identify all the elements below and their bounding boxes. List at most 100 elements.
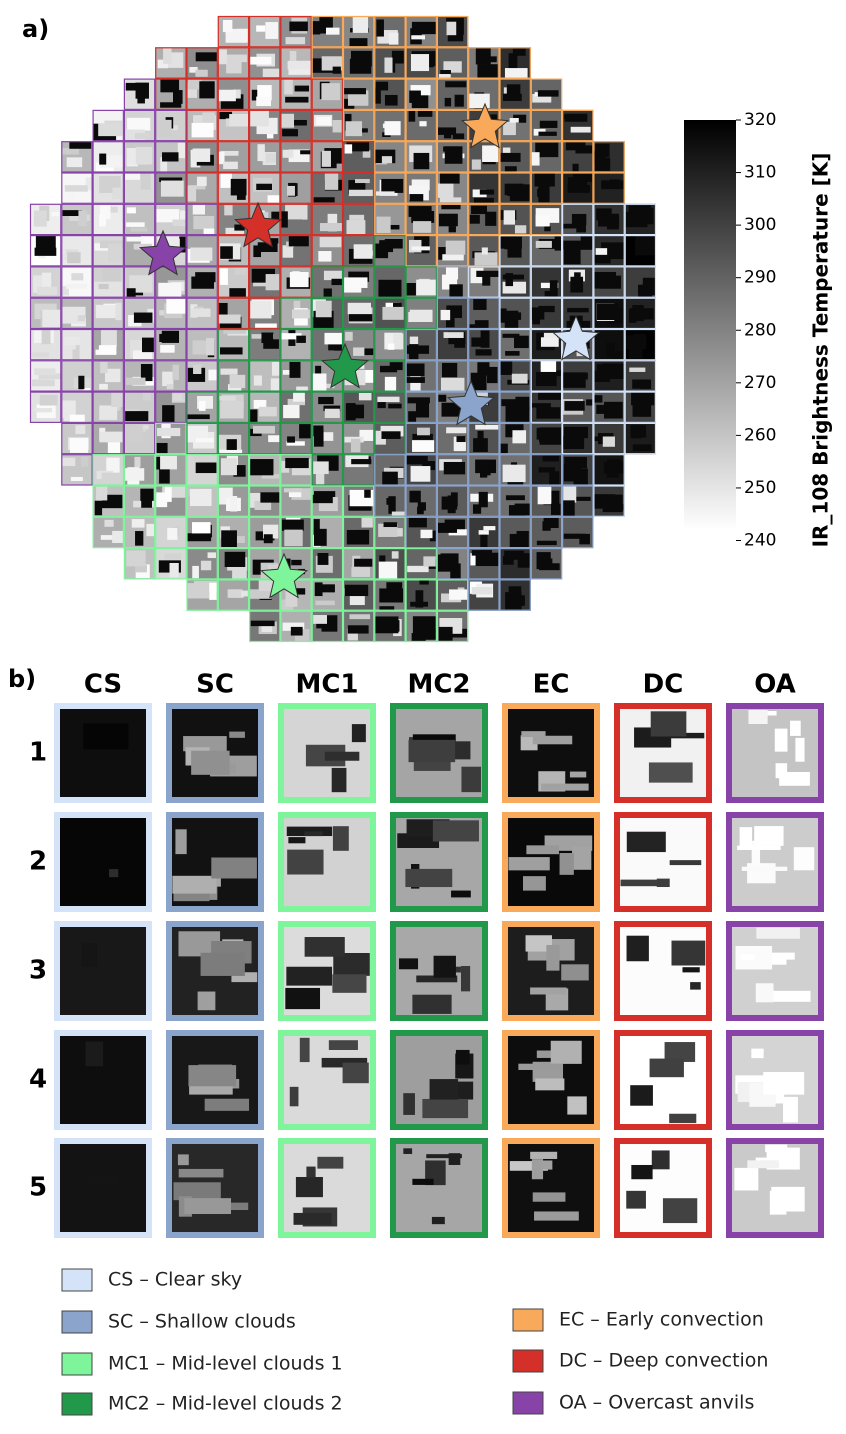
tile-border — [593, 391, 625, 424]
tile-border — [29, 297, 62, 330]
tile-border — [374, 516, 406, 549]
tile-texture — [192, 565, 199, 579]
sample-border — [726, 921, 824, 1021]
sample-border — [726, 703, 824, 803]
tile-texture — [535, 142, 559, 158]
tile-border — [468, 297, 500, 330]
tile-border — [311, 391, 344, 424]
image-texture — [737, 845, 781, 850]
colorbar — [684, 120, 736, 530]
image-texture — [626, 1190, 646, 1209]
tile-border — [468, 235, 500, 267]
tile-texture — [386, 582, 403, 589]
tile-texture — [311, 494, 333, 504]
tile-texture — [39, 394, 58, 406]
tile-texture — [456, 436, 466, 443]
tile-texture — [250, 620, 275, 627]
tile-texture — [282, 245, 294, 258]
tile-border — [530, 485, 563, 517]
tile-texture — [586, 399, 593, 406]
tile-border — [186, 579, 218, 611]
image-texture — [173, 1182, 221, 1201]
tile-border — [29, 328, 62, 361]
tile-texture — [347, 302, 372, 315]
tile-texture — [112, 187, 122, 200]
tile-texture — [222, 20, 233, 33]
tile-texture — [475, 552, 499, 567]
image-texture — [771, 990, 811, 1002]
tile-texture — [69, 438, 89, 453]
tile-texture — [196, 176, 207, 187]
colorbar-tick-label: 290 — [744, 268, 776, 288]
tile-texture — [288, 235, 309, 247]
tile-border — [499, 47, 531, 79]
tile-texture — [226, 59, 242, 74]
column-header: CS — [84, 670, 122, 700]
tile-border — [405, 47, 438, 79]
tile-border — [155, 547, 187, 580]
tile-texture — [469, 214, 480, 224]
tile-border — [436, 47, 469, 79]
tile-border — [405, 610, 438, 643]
tile-border — [468, 485, 500, 517]
tile-texture — [513, 114, 527, 123]
tile-texture — [503, 555, 514, 565]
tile-texture — [127, 117, 151, 131]
tile-texture — [575, 145, 593, 154]
tile-texture — [637, 402, 646, 416]
tile-texture — [229, 374, 246, 389]
tile-texture — [563, 223, 585, 229]
legend-label: MC2 – Mid-level clouds 2 — [108, 1393, 343, 1415]
tile-texture — [230, 496, 238, 512]
tile-border — [61, 391, 93, 424]
legend-label: SC – Shallow clouds — [108, 1311, 296, 1333]
tile-texture — [638, 285, 652, 298]
tile-texture — [429, 530, 437, 542]
tile-border — [186, 391, 218, 424]
tile-texture — [99, 153, 107, 165]
image-texture — [451, 890, 471, 898]
tile-border — [155, 172, 187, 204]
tile-texture — [281, 519, 304, 531]
tile-texture — [441, 204, 461, 210]
tile-texture — [281, 460, 290, 473]
tile-texture — [135, 146, 153, 165]
tile-texture — [452, 133, 465, 139]
image-texture — [795, 737, 805, 762]
tile-texture — [195, 462, 217, 474]
tile-texture — [514, 335, 529, 349]
tile-texture — [159, 177, 183, 182]
image-texture — [671, 940, 706, 966]
tile-texture — [446, 427, 467, 434]
tile-texture — [537, 188, 547, 197]
tile-texture — [419, 579, 429, 585]
class-star — [460, 102, 510, 149]
tile-border — [342, 172, 375, 204]
image-texture — [83, 723, 129, 750]
tile-border — [405, 266, 438, 298]
tile-texture — [375, 243, 389, 259]
tile-texture — [160, 157, 168, 172]
tile-border — [217, 547, 250, 580]
tile-texture — [507, 188, 525, 196]
tile-texture — [164, 486, 172, 502]
tile-border — [311, 547, 344, 580]
tile-texture — [95, 304, 120, 319]
tile-texture — [72, 341, 80, 360]
tile-texture — [377, 396, 400, 403]
sample-border — [166, 812, 264, 912]
tile-texture — [249, 300, 272, 319]
image-texture — [109, 869, 119, 878]
image-texture — [403, 1148, 413, 1154]
sample-border — [54, 1030, 152, 1130]
image-texture — [81, 943, 97, 967]
tile-texture — [353, 347, 365, 356]
tile-texture — [564, 457, 587, 469]
tile-border — [155, 78, 187, 110]
tile-texture — [640, 379, 652, 389]
tile-border — [342, 579, 375, 611]
tile-border — [280, 391, 312, 424]
tile-texture — [33, 210, 47, 227]
tile-texture — [407, 565, 429, 573]
image-texture — [293, 1212, 332, 1225]
